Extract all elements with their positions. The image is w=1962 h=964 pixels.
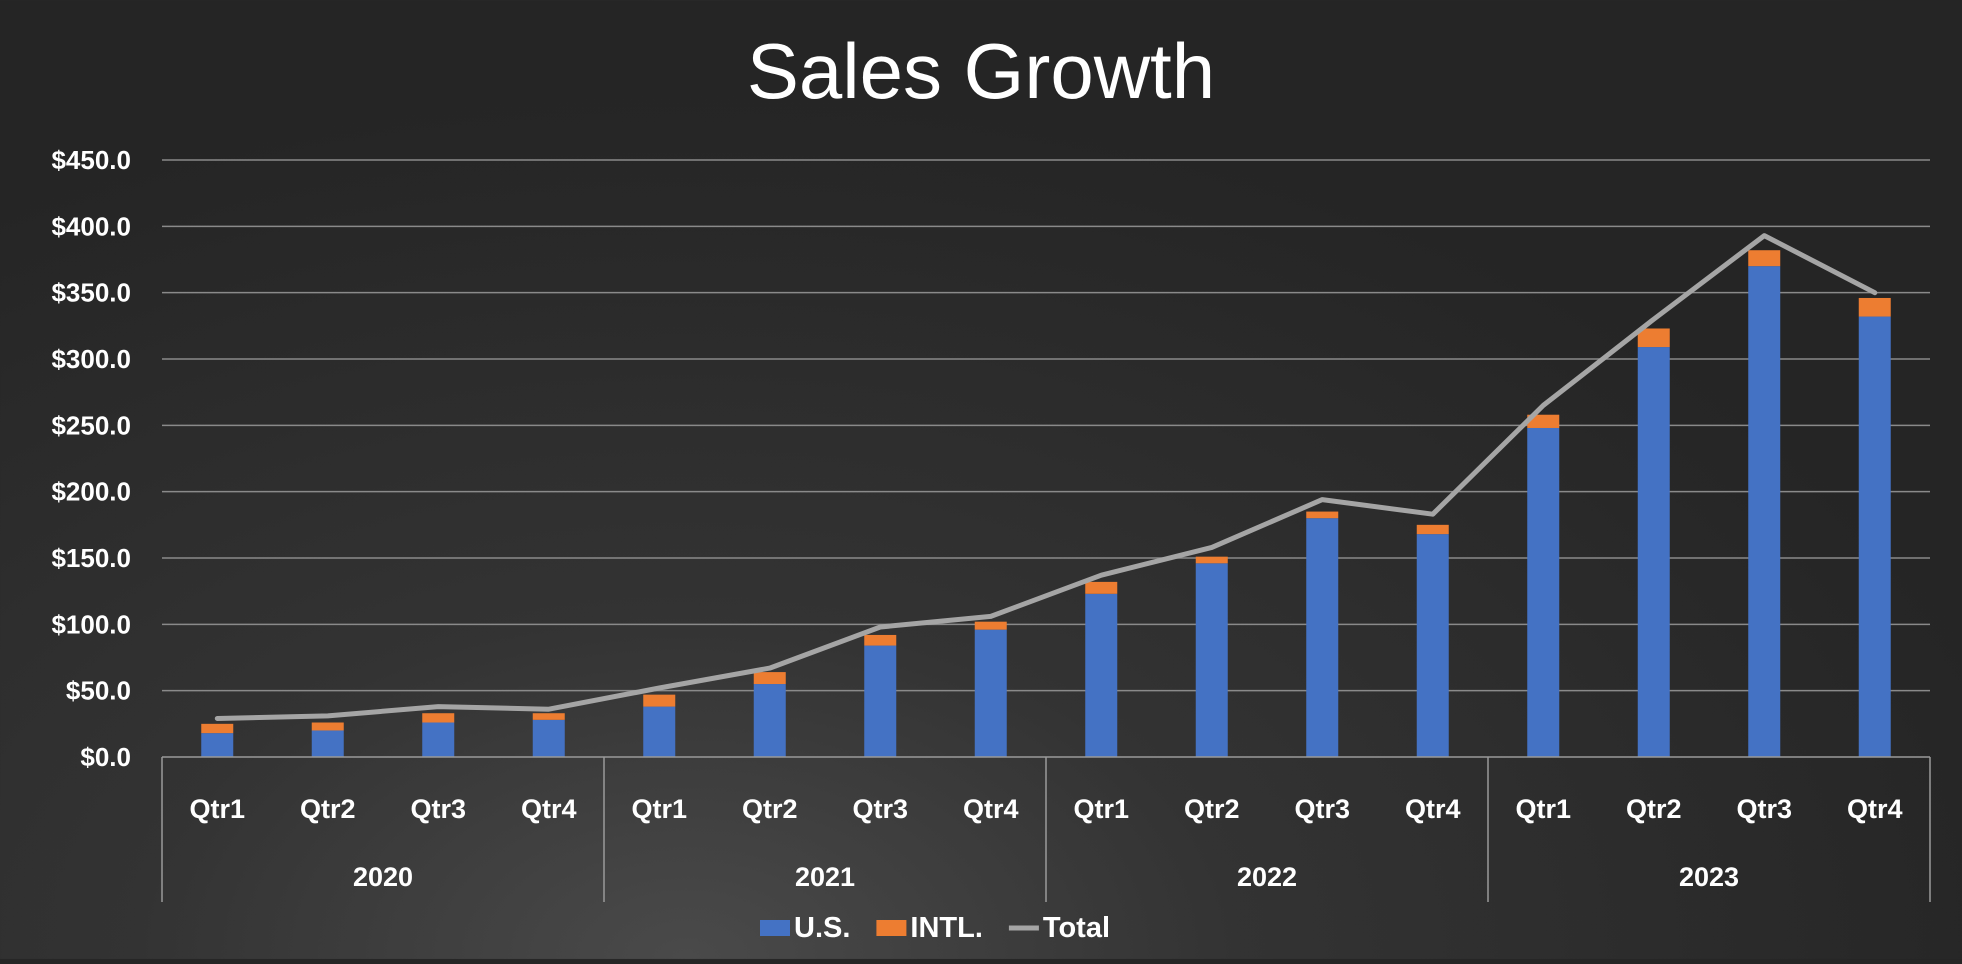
x-tick-label: Qtr3	[1294, 794, 1350, 824]
bar-us	[864, 645, 897, 757]
bar-intl	[311, 722, 344, 731]
bars	[201, 250, 1891, 757]
bar-intl	[1085, 581, 1118, 594]
y-tick-label: $200.0	[51, 477, 131, 507]
bar-us	[1416, 534, 1449, 757]
x-tick-label: Qtr3	[852, 794, 908, 824]
bar-intl	[201, 723, 234, 734]
bar-us	[753, 684, 786, 757]
y-tick-label: $250.0	[51, 410, 131, 440]
total-series-line	[214, 233, 1878, 721]
bar-us	[974, 629, 1007, 757]
bar-intl	[1416, 524, 1449, 535]
x-tick-label: Qtr4	[1847, 794, 1903, 824]
x-tick-label: Qtr3	[410, 794, 466, 824]
y-tick-label: $0.0	[80, 742, 131, 772]
bar-intl	[1748, 250, 1781, 267]
x-tick-label: Qtr2	[742, 794, 798, 824]
bar-us	[532, 719, 565, 757]
bar-intl	[974, 621, 1007, 630]
bar-us	[1637, 347, 1670, 757]
legend-label: U.S.	[794, 912, 850, 944]
y-tick-label: $150.0	[51, 543, 131, 573]
x-tick-label: Qtr1	[1073, 794, 1129, 824]
y-tick-label: $50.0	[66, 676, 131, 706]
bar-intl	[864, 634, 897, 646]
x-tick-label: Qtr1	[189, 794, 245, 824]
bar-intl	[753, 672, 786, 685]
bar-us	[1195, 563, 1228, 757]
y-tick-label: $100.0	[51, 609, 131, 639]
bar-intl	[1306, 511, 1339, 519]
bar-us	[311, 730, 344, 757]
bar-us	[1858, 316, 1891, 757]
bar-intl	[1527, 414, 1560, 428]
x-tick-label: Qtr1	[1515, 794, 1571, 824]
bar-us	[1306, 518, 1339, 757]
x-group-label: 2021	[795, 862, 855, 892]
legend-swatch	[760, 920, 790, 936]
legend: U.S. INTL. Total	[760, 912, 1110, 944]
y-tick-label: $300.0	[51, 344, 131, 374]
x-group-label: 2022	[1237, 862, 1297, 892]
y-tick-label: $450.0	[51, 145, 131, 175]
legend-swatch	[876, 920, 907, 936]
x-tick-label: Qtr2	[1626, 794, 1682, 824]
bar-us	[1748, 266, 1781, 757]
bar-us	[1085, 593, 1118, 757]
x-axis: Qtr1 Qtr2 Qtr3 Qtr4 Qtr1 Qtr2 Qtr3 Qtr4 Qtr1 Qtr2…	[161, 756, 1931, 902]
y-tick-label: $400.0	[51, 211, 131, 241]
y-axis: $0.0 $50.0 $100.0 $150.0 $200.0 $250.0 $300.0 $…	[51, 145, 131, 772]
bar-intl	[1637, 328, 1670, 348]
x-tick-label: Qtr1	[631, 794, 687, 824]
legend-label: INTL.	[910, 912, 983, 944]
bar-intl	[532, 713, 565, 720]
chart-title: Sales Growth	[747, 27, 1215, 115]
x-tick-label: Qtr4	[963, 794, 1019, 824]
x-tick-label: Qtr4	[521, 794, 577, 824]
bar-intl	[422, 713, 455, 723]
bar-intl	[1195, 556, 1228, 564]
x-tick-label: Qtr2	[1184, 794, 1240, 824]
x-tick-label: Qtr2	[300, 794, 356, 824]
legend-label: Total	[1043, 912, 1110, 944]
bar-intl	[643, 694, 676, 707]
gridlines	[162, 159, 1930, 692]
bar-us	[1527, 427, 1560, 757]
bar-us	[201, 733, 234, 757]
x-group-label: 2023	[1679, 862, 1739, 892]
y-tick-label: $350.0	[51, 278, 131, 308]
bar-us	[643, 706, 676, 757]
bar-us	[422, 722, 455, 757]
x-tick-label: Qtr4	[1405, 794, 1461, 824]
total-line	[214, 233, 1878, 721]
bar-intl	[1858, 297, 1891, 317]
x-tick-label: Qtr3	[1736, 794, 1792, 824]
x-group-label: 2020	[353, 862, 413, 892]
